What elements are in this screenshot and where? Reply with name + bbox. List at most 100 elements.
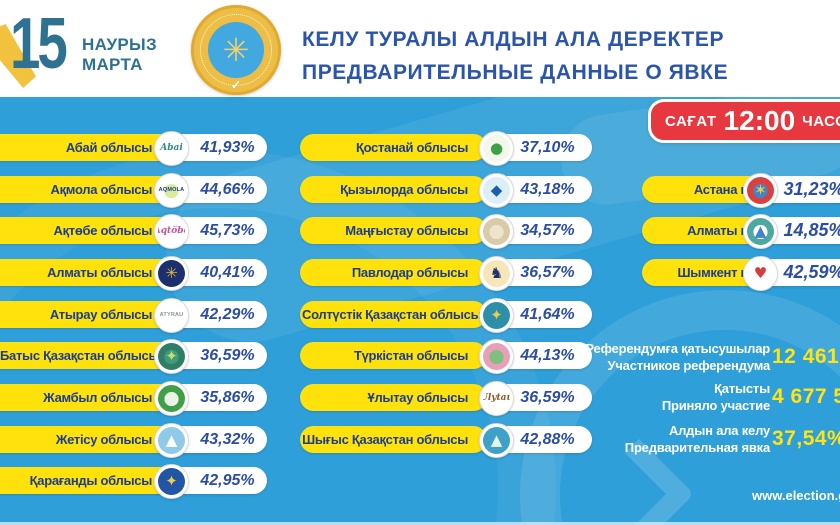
stat-label: Референдумға қатысушылар Участников рефе… [440,340,770,374]
emblem-text: AQMOLA [158,186,185,193]
emblem-inner-disc: ✳ [208,22,264,78]
astana-city-emblem-icon: ✶ [743,173,778,208]
turnout-value: 42,29% [200,305,255,323]
turnout-value: 35,86% [200,388,255,406]
emblem-disc: ▲ [483,427,510,454]
turnout-value: 42,59% [783,262,840,282]
emblem-text: ● [489,139,504,157]
region-name-label: Абай облысы [65,140,152,155]
region-name-pill [300,217,487,244]
march-15-logo-month: НАУРЫЗ МАРТА [82,35,157,75]
emblem-text: Ulytau [483,393,510,403]
east-kazakhstan-region-emblem-icon: ▲ [479,423,514,458]
stat-value: 37,54% [772,427,840,450]
stat-label-kz: Референдумға қатысушылар [585,340,770,356]
emblem-text: ♞ [489,264,504,282]
atyrau-region-emblem-icon: ATYRAU [154,298,189,333]
north-kazakhstan-region-emblem-icon: ✦ [479,298,514,333]
check-icon: ✓ [230,78,242,92]
emblem-disc: Ulytau [483,385,510,412]
emblem-ring [200,14,272,86]
stat-label-ru: Приняло участие [661,398,770,413]
title-line-ru: ПРЕДВАРИТЕЛЬНЫЕ ДАННЫЕ О ЯВКЕ [302,61,729,84]
region-row: Қостанай облысы 37,10% ● [0,131,840,166]
turnout-value: 45,73% [200,221,255,239]
turnout-value: 31,23% [783,179,840,199]
aqmola-region-emblem-icon: AQMOLA [154,173,189,208]
month-kz: НАУРЫЗ [82,35,157,54]
emblem-disc: ✳ [158,260,185,287]
emblem-text: ◆ [490,181,503,199]
emblem-text: ✦ [165,347,178,365]
region-name-label: Ұлытау облысы [367,390,469,405]
emblem-text: Abai [160,143,183,153]
region-name-pill [300,384,487,411]
zhambyl-region-emblem-icon [154,381,189,416]
stat-label: Қатысты Приняло участие [440,380,770,414]
region-name-label: Атырау облысы [49,307,152,322]
stat-participants: Референдумға қатысушылар Участников рефе… [400,339,840,375]
emblem-disc [483,343,510,370]
region-row: Шығыс Қазақстан облысы 42,88% ▲ [0,423,840,458]
region-row: Ақтөбе облысы 45,73% Aqtöbe [0,214,840,249]
region-name-label: Ақтөбе облысы [53,223,152,238]
time-badge-suffix: ЧАСОВ [802,112,840,130]
emblem-text: ✶ [754,181,767,199]
emblem-text: ▲ [490,431,503,449]
turnout-value: 40,41% [200,263,255,281]
turnout-value: 42,88% [520,430,575,448]
emblem-disc: ♥ [747,260,774,287]
title-line-kz: КЕЛУ ТУРАЛЫ АЛДЫН АЛА ДЕРЕКТЕР [302,28,725,51]
ulytau-region-emblem-icon: Ulytau [479,381,514,416]
region-row: Абай облысы 41,93% Abai [0,131,840,166]
region-row: Астана қ. 31,23% ✶ [0,173,840,208]
turnout-value: 42,95% [200,471,255,489]
region-name-label: Жетісу облысы [55,432,153,447]
region-row: Алматы облысы 40,41% ✳ [0,256,840,291]
region-row: Шымкент қ. 42,59% ♥ [0,256,840,291]
region-name-label: Ақмола облысы [50,182,153,197]
shymkent-city-emblem-icon: ♥ [743,256,778,291]
turnout-value: 34,57% [520,221,575,239]
region-row: Батыс Қазақстан облысы 36,59% ✦ [0,339,840,374]
emblem-disc: ◆ [483,177,510,204]
region-name-pill [300,426,487,453]
emblem-text: ✳ [165,264,178,282]
emblem-disc: ▲ [747,218,774,245]
abai-region-emblem-icon: Abai [154,131,189,166]
turnout-value: 37,10% [520,138,575,156]
region-name-label: Алматы облысы [47,265,152,280]
region-name-label: Солтүстік Қазақстан облысы [302,307,482,322]
turnout-value: 41,64% [520,305,575,323]
stat-label-ru: Предварительная явка [624,440,770,455]
emblem-disc: ATYRAU [158,302,185,329]
region-row: Ұлытау облысы 36,59% Ulytau [0,381,840,416]
ornament-icon: ✳ [222,31,250,69]
almaty-city-emblem-icon: ▲ [743,214,778,249]
turnout-value: 44,13% [520,346,575,364]
turnout-value: 36,57% [520,263,575,281]
region-name-pill [300,342,487,369]
region-row: Қарағанды облысы 42,95% ✦ [0,464,840,499]
pavlodar-region-emblem-icon: ♞ [479,256,514,291]
region-name-label: Батыс Қазақстан облысы [0,348,160,363]
karaganda-region-emblem-icon: ✦ [154,464,189,499]
stat-label: Алдын ала келу Предварительная явка [440,422,770,456]
cec-referendum-emblem-icon: ✳ ✓ [191,5,281,95]
emblem-text: ATYRAU [159,311,184,318]
header-bar: 15 НАУРЫЗ МАРТА ✳ ✓ КЕЛУ ТУРАЛЫ АЛДЫН АЛ… [0,0,840,97]
region-row: Түркістан облысы 44,13% [0,339,840,374]
kostanay-region-emblem-icon: ● [479,131,514,166]
emblem-disc [483,218,510,245]
mangystau-region-emblem-icon [479,214,514,249]
turnout-value: 41,93% [200,138,255,156]
region-name-pill [300,176,487,203]
time-badge: САҒАТ 12:00 ЧАСОВ [648,99,840,143]
region-name-label: Маңғыстау облысы [345,223,468,238]
turnout-value: 36,59% [200,346,255,364]
emblem-disc: ✦ [483,302,510,329]
region-name-label: Түркістан облысы [353,348,468,363]
region-name-label: Шымкент қ. [677,265,751,280]
region-row: Солтүстік Қазақстан облысы 41,64% ✦ [0,298,840,333]
